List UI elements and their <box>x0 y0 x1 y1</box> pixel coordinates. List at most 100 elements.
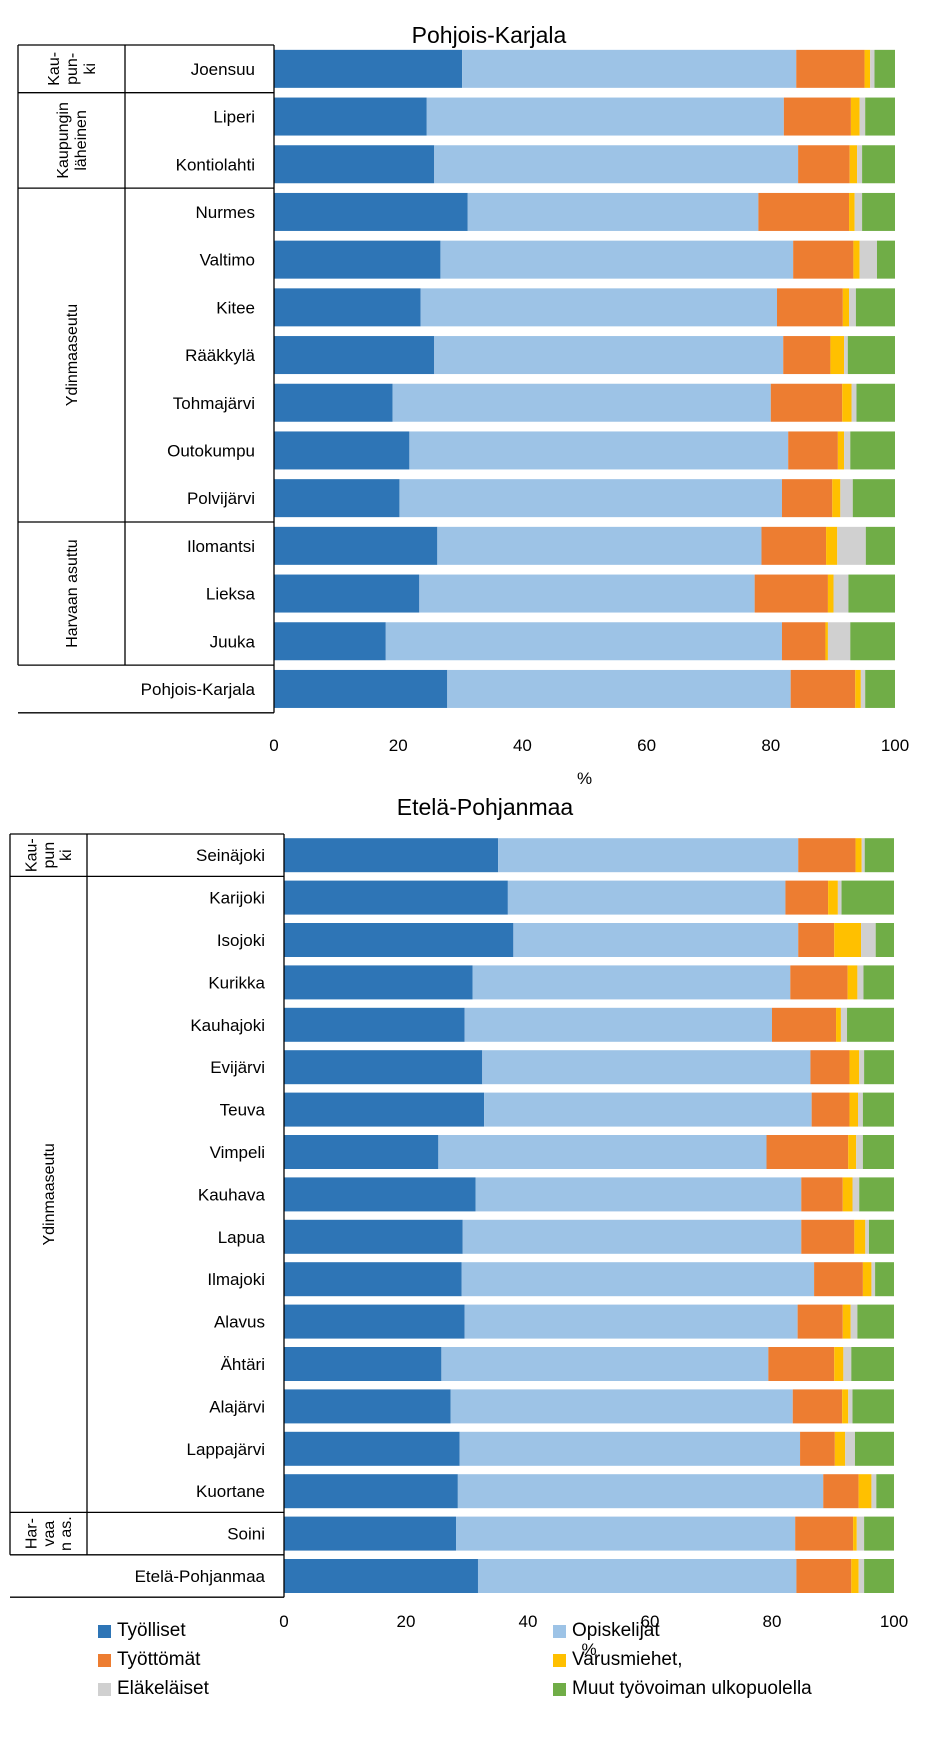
bar-lappajarvi-tyolliset <box>284 1431 460 1466</box>
bar-kuortane-varusmiehet <box>858 1474 872 1509</box>
bar-pohjois-karjala-opiskelijat <box>447 669 791 708</box>
bar-nurmes-tyolliset <box>274 192 468 231</box>
legend-label: Työlliset <box>117 1620 186 1641</box>
x-axis-label: % <box>581 1640 596 1659</box>
category-label-kontiolahti: Kontiolahti <box>176 155 255 174</box>
bar-juuka-muut-tyovoiman-ulkopuolella <box>850 622 895 661</box>
x-tick-40: 40 <box>513 736 532 755</box>
bar-kurikka-elakelaiset <box>857 965 864 1000</box>
category-label-alavus: Alavus <box>214 1313 265 1332</box>
bar-kauhajoki-varusmiehet <box>836 1007 841 1042</box>
bar-vimpeli-elakelaiset <box>856 1135 863 1169</box>
bar-ilomantsi-elakelaiset <box>837 526 866 565</box>
legend-label: Opiskelijat <box>572 1620 660 1641</box>
bar-alajarvi-muut-tyovoiman-ulkopuolella <box>852 1389 894 1424</box>
bar-alavus-tyolliset <box>284 1304 465 1339</box>
category-label-kauhajoki: Kauhajoki <box>190 1016 265 1035</box>
category-label-teuva: Teuva <box>220 1101 266 1120</box>
bar-raakkyla-elakelaiset <box>844 336 848 375</box>
legend-label: Työttömät <box>117 1649 201 1670</box>
bar-lieksa-tyottomat <box>754 574 828 613</box>
bar-kurikka-muut-tyovoiman-ulkopuolella <box>863 965 894 1000</box>
category-label-nurmes: Nurmes <box>195 203 255 222</box>
bar-ahtari-tyottomat <box>768 1347 835 1381</box>
bar-ilomantsi-varusmiehet <box>826 526 838 565</box>
bar-kurikka-tyolliset <box>284 965 473 1000</box>
bar-isojoki-muut-tyovoiman-ulkopuolella <box>875 923 894 957</box>
bar-teuva-tyottomat <box>811 1092 850 1127</box>
bar-isojoki-opiskelijat <box>513 923 799 957</box>
bar-raakkyla-muut-tyovoiman-ulkopuolella <box>847 336 895 375</box>
bar-juuka-varusmiehet <box>825 622 828 661</box>
bar-pohjois-karjala-tyottomat <box>790 669 856 708</box>
bar-tohmajarvi-tyottomat <box>770 383 843 422</box>
chart-title: Pohjois-Karjala <box>412 22 567 48</box>
bar-evijarvi-opiskelijat <box>482 1050 811 1085</box>
legend-item-muut: Muut työvoiman ulkopuolella <box>553 1678 812 1700</box>
bar-isojoki-elakelaiset <box>861 923 876 957</box>
bar-lieksa-muut-tyovoiman-ulkopuolella <box>848 574 896 613</box>
bar-soini-opiskelijat <box>456 1516 796 1551</box>
bar-pohjois-karjala-elakelaiset <box>860 669 866 708</box>
bar-valtimo-opiskelijat <box>440 240 794 279</box>
bar-kitee-varusmiehet <box>842 288 850 327</box>
legend-label: Eläkeläiset <box>117 1678 209 1699</box>
bar-nurmes-opiskelijat <box>467 192 759 231</box>
bar-valtimo-varusmiehet <box>853 240 860 279</box>
bar-ilomantsi-tyolliset <box>274 526 438 565</box>
bar-pohjois-karjala-varusmiehet <box>855 669 861 708</box>
bar-joensuu-tyolliset <box>274 49 463 88</box>
bar-soini-tyolliset <box>284 1516 457 1551</box>
group-label-kau-pun-ki: Kau-pun-ki <box>46 52 99 86</box>
bar-ilmajoki-tyottomat <box>814 1262 863 1297</box>
bar-kuortane-tyolliset <box>284 1474 458 1509</box>
category-label-pohjois-karjala: Pohjois-Karjala <box>141 680 256 699</box>
bar-etela-pohjanmaa-tyolliset <box>284 1559 478 1593</box>
category-label-kurikka: Kurikka <box>208 973 265 992</box>
bar-liperi-tyolliset <box>274 97 427 136</box>
bar-karijoki-tyottomat <box>785 880 829 915</box>
chart-title: Etelä-Pohjanmaa <box>397 794 574 820</box>
bar-ahtari-tyolliset <box>284 1347 442 1381</box>
x-tick-0: 0 <box>269 736 278 755</box>
bar-kitee-muut-tyovoiman-ulkopuolella <box>855 288 895 327</box>
bar-lapua-tyolliset <box>284 1219 463 1254</box>
category-label-liperi: Liperi <box>213 108 255 127</box>
bar-evijarvi-tyottomat <box>810 1050 850 1085</box>
legend-swatch-tyolliset <box>98 1624 111 1638</box>
bar-lappajarvi-tyottomat <box>800 1431 835 1466</box>
group-label-line: vaa <box>41 1521 58 1547</box>
bar-kurikka-opiskelijat <box>472 965 791 1000</box>
bar-lapua-elakelaiset <box>865 1219 869 1254</box>
category-label-polvijarvi: Polvijärvi <box>187 489 255 508</box>
bar-teuva-elakelaiset <box>858 1092 863 1127</box>
x-tick-20: 20 <box>397 1612 416 1631</box>
group-label-line: pun <box>41 842 58 869</box>
bar-seinajoki-tyolliset <box>284 838 499 873</box>
group-label-line: Kaupungin <box>55 102 72 179</box>
bar-karijoki-opiskelijat <box>507 880 786 915</box>
bar-seinajoki-opiskelijat <box>498 838 799 873</box>
bar-ilmajoki-tyolliset <box>284 1262 462 1297</box>
bar-etela-pohjanmaa-muut-tyovoiman-ulkopuolella <box>864 1559 894 1593</box>
x-tick-40: 40 <box>519 1612 538 1631</box>
bar-etela-pohjanmaa-elakelaiset <box>858 1559 865 1593</box>
bar-alajarvi-tyottomat <box>792 1389 843 1424</box>
bar-vimpeli-tyolliset <box>284 1135 439 1169</box>
bar-kauhajoki-tyottomat <box>772 1007 837 1042</box>
bar-evijarvi-elakelaiset <box>859 1050 865 1085</box>
bar-teuva-muut-tyovoiman-ulkopuolella <box>862 1092 894 1127</box>
bar-lapua-muut-tyovoiman-ulkopuolella <box>868 1219 894 1254</box>
bar-liperi-elakelaiset <box>859 97 866 136</box>
bar-soini-tyottomat <box>795 1516 854 1551</box>
bar-kauhava-tyottomat <box>801 1177 843 1212</box>
category-label-karijoki: Karijoki <box>209 889 265 908</box>
bar-ilomantsi-opiskelijat <box>437 526 762 565</box>
category-label-raakkyla: Rääkkylä <box>185 346 255 365</box>
bar-joensuu-opiskelijat <box>462 49 797 88</box>
group-label-line: Ydinmaaseutu <box>41 1143 58 1245</box>
bar-pohjois-karjala-tyolliset <box>274 669 448 708</box>
bar-nurmes-elakelaiset <box>854 192 863 231</box>
category-label-joensuu: Joensuu <box>191 60 255 79</box>
